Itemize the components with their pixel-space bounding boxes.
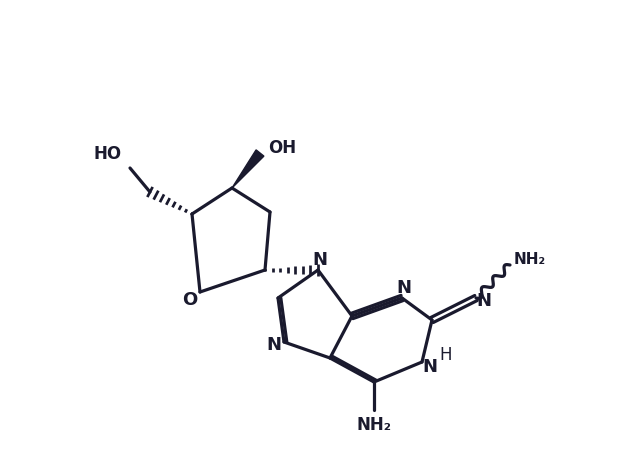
Text: OH: OH (268, 139, 296, 157)
Text: N: N (477, 292, 492, 310)
Text: H: H (440, 346, 452, 364)
Text: NH₂: NH₂ (356, 416, 392, 434)
Text: N: N (422, 358, 438, 376)
Text: HO: HO (94, 145, 122, 163)
Text: N: N (266, 336, 282, 354)
Text: N: N (397, 279, 412, 297)
Text: N: N (312, 251, 328, 269)
Polygon shape (232, 150, 264, 188)
Text: NH₂: NH₂ (514, 252, 546, 267)
Text: O: O (182, 291, 198, 309)
